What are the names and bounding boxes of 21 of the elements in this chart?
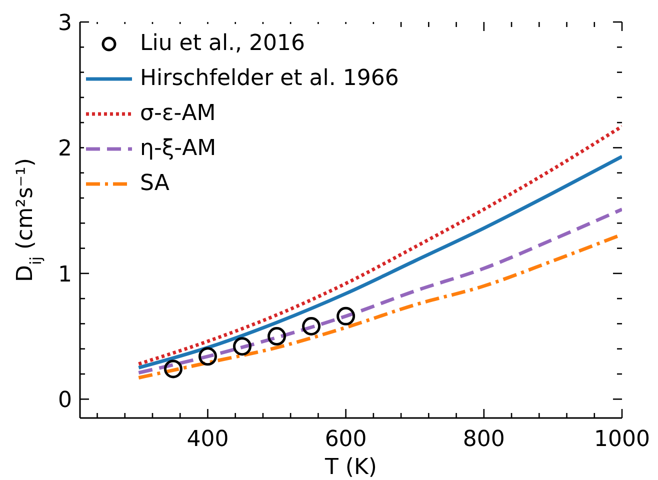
legend-label: Hirschfelder et al. 1966 — [140, 66, 399, 91]
line-series — [136, 208, 622, 374]
point — [302, 316, 321, 336]
legend-label: η-ξ-AM — [140, 136, 216, 161]
point — [268, 327, 286, 346]
x-tick-label: 800 — [462, 427, 505, 452]
y-tick-label: 0 — [58, 388, 72, 414]
point — [164, 360, 182, 378]
legend-label: σ-ε-AM — [140, 101, 216, 126]
point — [233, 337, 252, 356]
x-tick-label: 600 — [324, 427, 367, 452]
legend-label: Liu et al., 2016 — [140, 31, 306, 56]
y-tick-label: 3 — [58, 11, 72, 36]
y-tick-label: 1 — [58, 262, 72, 288]
legend-label: SA — [140, 171, 170, 196]
x-tick-label: 1000 — [594, 427, 650, 452]
y-tick-label: 2 — [58, 136, 72, 162]
point — [198, 347, 217, 366]
point — [336, 306, 356, 326]
x-axis-title: T (K) — [324, 455, 378, 480]
x-tick-label: 400 — [186, 427, 229, 452]
